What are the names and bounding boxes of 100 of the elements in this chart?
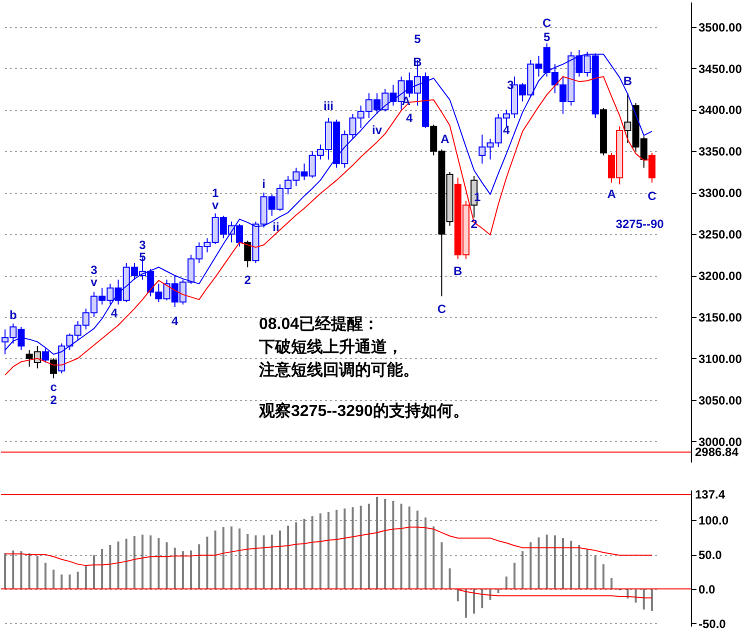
annotation: b (9, 308, 17, 322)
bar (117, 542, 120, 589)
bar (424, 517, 427, 589)
annotation: 5 (139, 250, 146, 264)
bar (586, 549, 588, 589)
bar (440, 542, 443, 589)
bar (254, 535, 257, 589)
bar (360, 506, 362, 589)
annotation: 注意短线回调的可能。 (258, 361, 419, 379)
annotation: 3 (139, 238, 146, 252)
bar (84, 564, 87, 589)
bar (101, 549, 104, 589)
bar (303, 518, 306, 589)
bar (150, 535, 152, 589)
bar (270, 534, 273, 589)
bar (554, 535, 556, 589)
bar (198, 544, 200, 589)
candlestick (244, 240, 252, 268)
bar (214, 530, 216, 589)
bar (142, 534, 144, 589)
annotation: 5 (543, 30, 550, 44)
bar (408, 506, 410, 589)
annotation: 3 (90, 263, 98, 277)
bar (28, 553, 30, 589)
annotation: C (648, 189, 657, 203)
bar (158, 538, 160, 589)
bar (20, 551, 22, 589)
bar (238, 528, 241, 589)
bar (76, 572, 79, 589)
bar (416, 510, 418, 589)
bar (602, 564, 604, 589)
annotation: 观察3275--3290的支持如何。 (258, 401, 469, 420)
bar (538, 537, 540, 589)
annotation: i (262, 177, 266, 191)
bar (60, 574, 63, 589)
bar (513, 562, 516, 589)
y-tick-label: 3150.00 (698, 310, 742, 324)
bar (109, 544, 112, 589)
annotation: 4 (172, 314, 179, 328)
bar (182, 551, 184, 589)
bar (352, 507, 354, 589)
bar (125, 538, 128, 589)
bar (230, 526, 232, 589)
annotation: 3 (507, 78, 514, 92)
annotation: 5 (414, 32, 422, 46)
y-tick-label: 0.0 (698, 582, 716, 596)
annotation: 2 (470, 217, 478, 231)
y-tick-label: -50.0 (698, 616, 726, 631)
annotation: C (542, 16, 552, 30)
bar (278, 530, 281, 589)
annotation: 下破短线上升通道， (258, 338, 403, 356)
bar (464, 588, 467, 618)
annotation: 2 (244, 273, 252, 287)
bar (392, 500, 394, 589)
y-tick-label: 3050.00 (698, 393, 742, 408)
y-tick-label: 3450.00 (698, 62, 742, 76)
bar (206, 536, 208, 589)
annotation: iv (372, 123, 382, 137)
bar (368, 504, 370, 589)
bar (319, 513, 322, 589)
annotation: 4 (110, 306, 118, 320)
bar (642, 588, 645, 610)
bar (448, 568, 451, 589)
bar (52, 570, 55, 589)
bar (246, 534, 249, 589)
annotation: B (623, 74, 632, 88)
y-tick-label: 3300.00 (698, 186, 742, 200)
bar (92, 555, 95, 589)
y-tick-label: 3350.00 (698, 144, 742, 159)
bar (432, 526, 435, 589)
bar (384, 498, 386, 589)
annotation: A (607, 187, 616, 201)
annotation: ii (272, 220, 280, 234)
bar (166, 542, 168, 589)
bar (400, 504, 402, 589)
bar (473, 588, 476, 614)
annotation: B (454, 264, 463, 278)
annotation: v (212, 198, 219, 212)
y-tick-label: 50.0 (698, 548, 722, 562)
annotation: 4 (406, 111, 414, 125)
bar (295, 522, 298, 589)
annotation: 08.04已经提醒： (259, 315, 380, 333)
bar (44, 562, 46, 589)
annotation: C (437, 302, 446, 316)
bar (376, 496, 378, 589)
bar (12, 550, 14, 589)
annotation: 4 (503, 123, 510, 137)
bar (344, 508, 346, 589)
y-tick-label: 3500.00 (698, 20, 742, 34)
y-tick-label: 3250.00 (698, 228, 742, 242)
bar (4, 553, 6, 589)
bar (133, 536, 136, 589)
bar (456, 588, 459, 602)
bar (530, 542, 532, 589)
bar (594, 555, 596, 589)
bar (546, 534, 548, 589)
y-tick-label: 3200.00 (698, 269, 742, 284)
bar (287, 526, 290, 589)
ref-line-label: 137.4 (695, 488, 726, 502)
y-tick-label: 100.0 (698, 514, 729, 528)
